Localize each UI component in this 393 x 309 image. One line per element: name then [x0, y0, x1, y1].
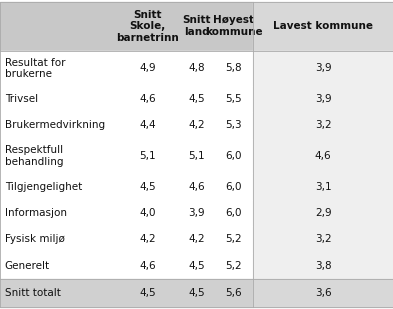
- Text: 3,8: 3,8: [315, 261, 332, 271]
- Text: 3,2: 3,2: [315, 121, 332, 130]
- Text: 6,0: 6,0: [226, 182, 242, 192]
- Text: 2,9: 2,9: [315, 208, 332, 218]
- Text: Snitt totalt: Snitt totalt: [5, 288, 61, 298]
- Bar: [0, 2, 253, 51]
- Text: Snitt
land: Snitt land: [182, 15, 211, 37]
- Text: 5,1: 5,1: [139, 151, 156, 161]
- Text: 4,6: 4,6: [139, 94, 156, 104]
- Text: 5,8: 5,8: [226, 63, 242, 74]
- Bar: [0, 51, 253, 86]
- Text: 4,5: 4,5: [188, 288, 205, 298]
- Text: 3,9: 3,9: [188, 208, 205, 218]
- Text: 6,0: 6,0: [226, 151, 242, 161]
- Text: Trivsel: Trivsel: [5, 94, 38, 104]
- Text: 5,2: 5,2: [226, 261, 242, 271]
- Text: 4,0: 4,0: [139, 208, 156, 218]
- Bar: [253, 2, 393, 51]
- Bar: [253, 112, 393, 138]
- Text: 6,0: 6,0: [226, 208, 242, 218]
- Text: 4,5: 4,5: [188, 94, 205, 104]
- Text: 4,2: 4,2: [188, 234, 205, 244]
- Text: Brukermedvirkning: Brukermedvirkning: [5, 121, 105, 130]
- Text: 4,5: 4,5: [139, 182, 156, 192]
- Text: 3,9: 3,9: [315, 94, 332, 104]
- Text: 5,5: 5,5: [226, 94, 242, 104]
- Bar: [253, 138, 393, 173]
- Bar: [253, 226, 393, 252]
- Text: 4,4: 4,4: [139, 121, 156, 130]
- Text: 3,9: 3,9: [315, 63, 332, 74]
- Text: 4,9: 4,9: [139, 63, 156, 74]
- Bar: [0, 279, 253, 307]
- Bar: [0, 112, 253, 138]
- Text: 3,6: 3,6: [315, 288, 332, 298]
- Text: Høyest
kommune: Høyest kommune: [205, 15, 263, 37]
- Text: Fysisk miljø: Fysisk miljø: [5, 234, 64, 244]
- Bar: [253, 51, 393, 86]
- Text: Lavest kommune: Lavest kommune: [273, 21, 373, 31]
- Bar: [253, 173, 393, 200]
- Text: 4,2: 4,2: [188, 121, 205, 130]
- Bar: [253, 279, 393, 307]
- Bar: [253, 86, 393, 112]
- Text: 4,8: 4,8: [188, 63, 205, 74]
- Bar: [253, 252, 393, 279]
- Text: 4,6: 4,6: [139, 261, 156, 271]
- Text: 5,6: 5,6: [226, 288, 242, 298]
- Text: 4,5: 4,5: [188, 261, 205, 271]
- Text: Snitt
Skole,
barnetrinn: Snitt Skole, barnetrinn: [116, 10, 179, 43]
- Text: 4,2: 4,2: [139, 234, 156, 244]
- Text: 5,3: 5,3: [226, 121, 242, 130]
- Text: 5,2: 5,2: [226, 234, 242, 244]
- Text: Resultat for
brukerne: Resultat for brukerne: [5, 57, 65, 79]
- Bar: [0, 226, 253, 252]
- Text: 4,5: 4,5: [139, 288, 156, 298]
- Text: 4,6: 4,6: [315, 151, 332, 161]
- Text: 4,6: 4,6: [188, 182, 205, 192]
- Bar: [0, 138, 253, 173]
- Bar: [0, 200, 253, 226]
- Text: Tilgjengelighet: Tilgjengelighet: [5, 182, 82, 192]
- Bar: [0, 86, 253, 112]
- Text: Informasjon: Informasjon: [5, 208, 67, 218]
- Text: Respektfull
behandling: Respektfull behandling: [5, 145, 63, 167]
- Bar: [0, 252, 253, 279]
- Text: 3,1: 3,1: [315, 182, 332, 192]
- Bar: [253, 200, 393, 226]
- Text: Generelt: Generelt: [5, 261, 50, 271]
- Text: 3,2: 3,2: [315, 234, 332, 244]
- Text: 5,1: 5,1: [188, 151, 205, 161]
- Bar: [0, 173, 253, 200]
